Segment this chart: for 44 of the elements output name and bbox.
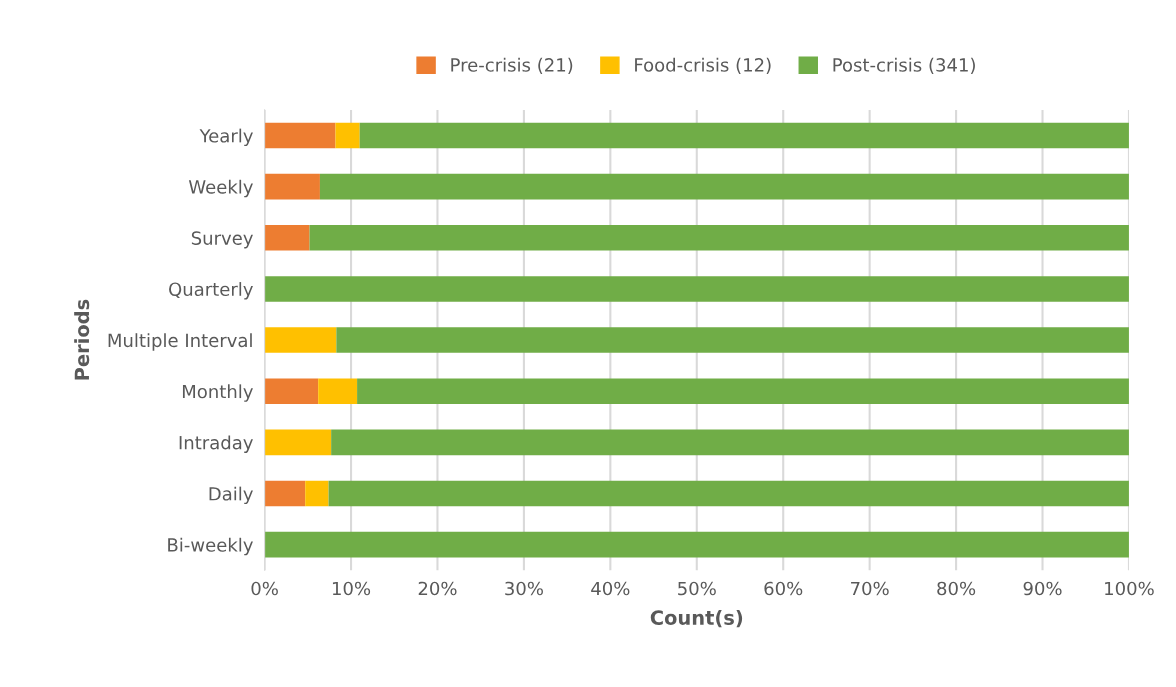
y-tick-label: Survey — [191, 231, 253, 249]
legend-label: Food-crisis (12) — [635, 57, 771, 74]
x-tick-label: 60% — [764, 581, 803, 596]
y-tick-label: Weekly — [188, 179, 253, 198]
y-tick-label: Quarterly — [169, 282, 253, 300]
y-tick-label: Bi-weekly — [168, 537, 253, 556]
bar — [264, 480, 306, 507]
x-tick-label: 80% — [937, 581, 976, 596]
y-axis-title: Periods — [74, 299, 90, 380]
bar — [264, 378, 319, 404]
bar — [264, 531, 1129, 558]
bar — [264, 276, 1129, 302]
y-tick-label: Monthly — [182, 384, 253, 402]
x-tick-label: 40% — [591, 581, 630, 596]
bar — [357, 378, 1129, 404]
x-tick-label: 30% — [505, 581, 543, 596]
x-tick-label: 90% — [1023, 581, 1062, 596]
x-tick-label: 70% — [851, 581, 889, 596]
bar — [318, 378, 358, 404]
bar — [309, 224, 1129, 251]
x-axis-title: Count(s) — [650, 609, 743, 628]
x-tick-label: 20% — [418, 581, 457, 596]
legend-label: Pre-crisis (21) — [451, 57, 573, 74]
bar — [305, 480, 329, 507]
bar — [331, 429, 1129, 456]
bar — [328, 480, 1129, 507]
bar — [319, 173, 1129, 200]
x-tick-label: 0% — [251, 581, 278, 596]
bar — [264, 224, 310, 251]
x-tick-label: 100% — [1105, 581, 1154, 596]
bar — [335, 122, 360, 149]
y-tick-label: Intraday — [179, 435, 253, 453]
bar — [264, 173, 320, 200]
bar — [264, 122, 336, 149]
bar — [264, 327, 337, 353]
x-tick-label: 10% — [332, 581, 371, 596]
x-tick-label: 50% — [678, 581, 716, 596]
y-tick-label: Multiple Interval — [108, 333, 252, 351]
y-tick-label: Daily — [209, 486, 253, 505]
bar — [359, 122, 1129, 149]
bar — [336, 327, 1129, 353]
legend-label: Post-crisis (341) — [833, 57, 975, 74]
bar — [264, 429, 332, 456]
y-tick-label: Yearly — [199, 128, 253, 147]
